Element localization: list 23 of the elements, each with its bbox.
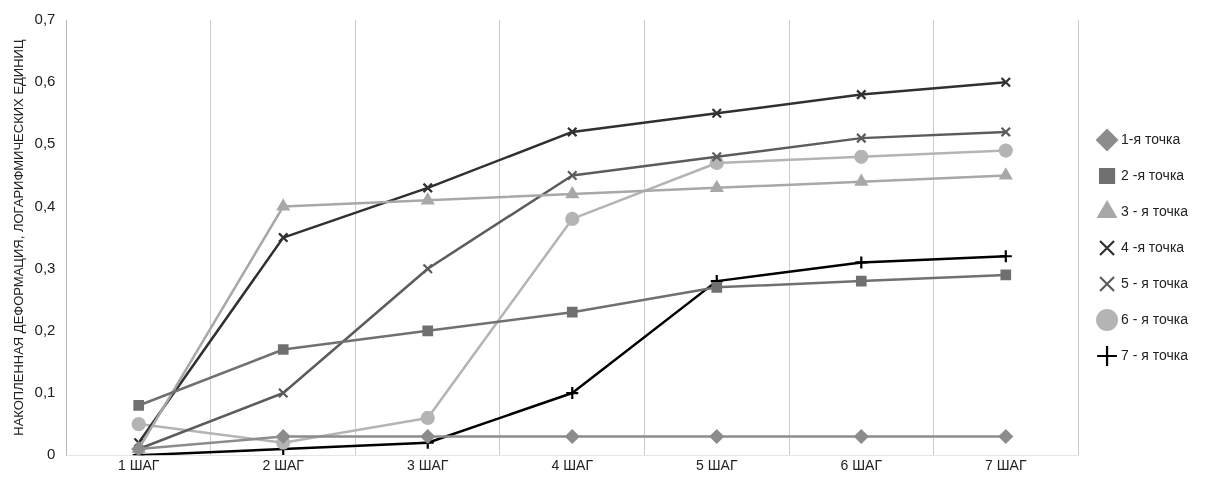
legend-label: 7 - я точка xyxy=(1121,346,1189,363)
legend-label: 5 - я точка xyxy=(1121,274,1189,291)
y-axis-title: НАКОПЛЕННАЯ ДЕФОРМАЦИЯ, ЛОГАРИФМИЧЕСКИХ ЕДИНИЦ xyxy=(11,39,27,436)
y-tick-label: 0 xyxy=(47,445,56,463)
legend-label: 6 - я точка xyxy=(1121,310,1189,327)
legend-label: 1-я точка xyxy=(1121,130,1181,147)
y-tick-label: 0,2 xyxy=(34,321,56,338)
legend-label: 3 - я точка xyxy=(1121,202,1189,219)
x-tick-label: 3 ШАГ xyxy=(407,457,449,474)
x-tick-label: 5 ШАГ xyxy=(696,457,738,474)
y-tick-label: 0,7 xyxy=(34,10,56,28)
y-tick-label: 0,4 xyxy=(34,196,56,214)
y-tick-label: 0,1 xyxy=(34,383,56,401)
x-tick-label: 2 ШАГ xyxy=(262,457,305,474)
x-tick-label: 7 ШАГ xyxy=(985,457,1027,474)
y-tick-label: 0,3 xyxy=(34,258,56,276)
y-tick-label: 0,6 xyxy=(34,72,56,90)
x-tick-label: 6 ШАГ xyxy=(840,457,883,474)
x-tick-label: 1 ШАГ xyxy=(117,457,160,474)
x-tick-label: 4 ШАГ xyxy=(551,457,594,474)
legend-label: 4 -я точка xyxy=(1121,238,1185,255)
legend-label: 2 -я точка xyxy=(1121,166,1185,183)
y-tick-label: 0,5 xyxy=(34,134,56,152)
